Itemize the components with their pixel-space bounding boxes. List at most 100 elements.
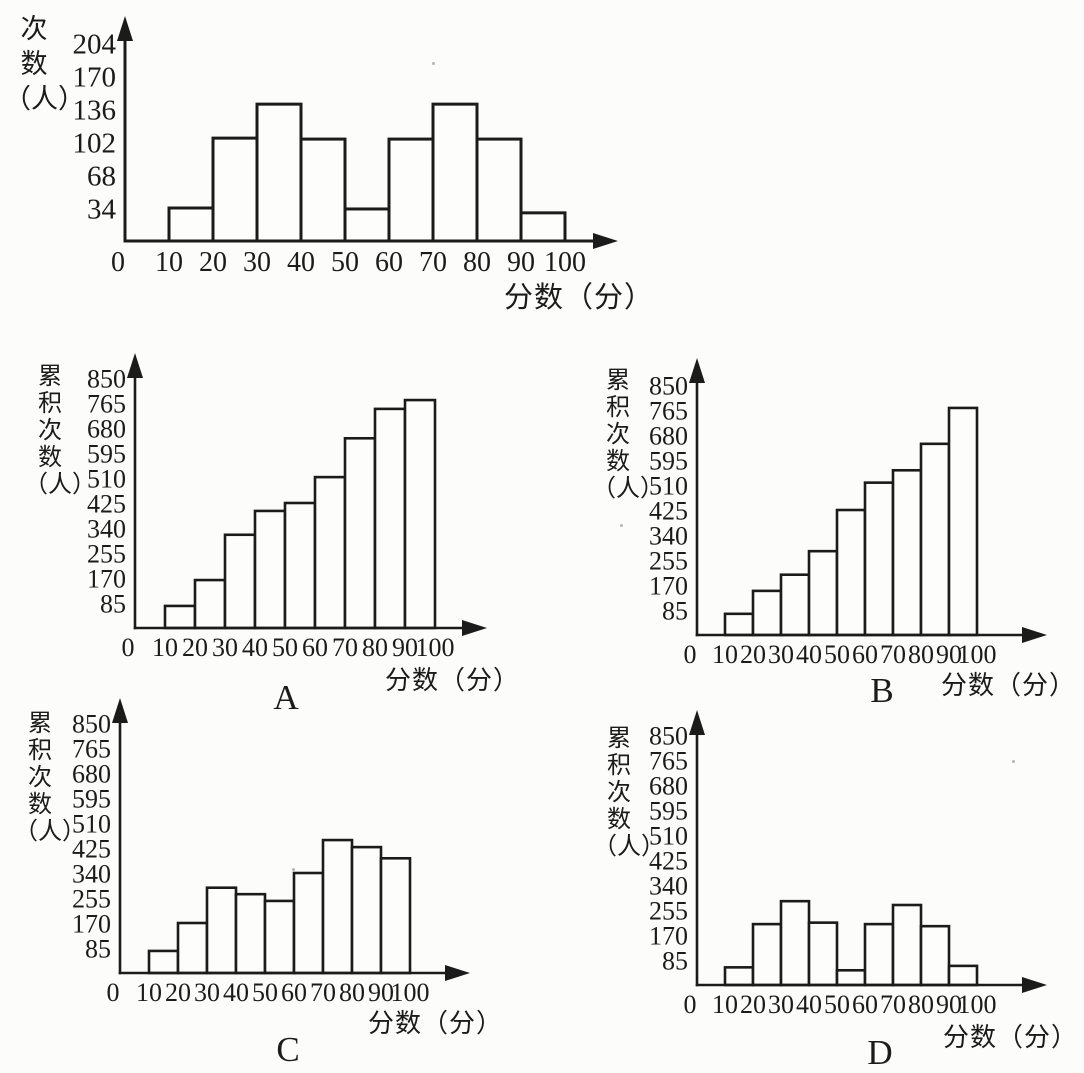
- y-tick-label: 850: [87, 364, 126, 393]
- bar: [343, 436, 377, 630]
- x-tick-label: 70: [419, 247, 447, 278]
- y-tick-label: 850: [72, 709, 111, 738]
- chart-caption: B: [870, 671, 894, 710]
- bar: [723, 966, 755, 987]
- y-tick-label: 136: [73, 94, 117, 126]
- bar: [163, 604, 197, 630]
- y-tick-label: 765: [72, 734, 111, 763]
- bar: [835, 968, 867, 987]
- chart-caption: A: [273, 678, 299, 717]
- x-tick-label: 80: [908, 990, 934, 1019]
- y-axis-arrow-icon: [112, 698, 128, 723]
- y-tick-label: 680: [72, 759, 111, 788]
- x-tick-label: 100: [958, 640, 997, 669]
- x-axis-title: 分数（分）: [368, 1009, 504, 1038]
- bar: [147, 949, 180, 975]
- y-axis-arrow-icon: [117, 16, 133, 41]
- x-axis-arrow-icon: [1022, 627, 1047, 643]
- y-tick-label: 340: [649, 521, 688, 550]
- bar: [403, 398, 437, 630]
- x-tick-label: 10: [712, 990, 738, 1019]
- y-tick-label: 255: [87, 539, 126, 568]
- y-axis-title-line: （人）: [14, 819, 86, 845]
- y-tick-label: 850: [649, 371, 688, 400]
- x-tick-label: 20: [740, 640, 766, 669]
- bar: [193, 578, 227, 630]
- x-tick-label: 0: [122, 633, 135, 662]
- x-tick-label: 100: [544, 247, 586, 278]
- x-tick-label: 10: [155, 247, 183, 278]
- bar: [211, 136, 259, 243]
- bar: [751, 922, 783, 987]
- x-tick-label: 10: [136, 978, 162, 1007]
- x-tick-label: 40: [242, 633, 268, 662]
- x-tick-label: 90: [368, 978, 394, 1007]
- x-axis-arrow-icon: [445, 965, 470, 981]
- y-tick-label: 850: [649, 721, 688, 750]
- x-tick-label: 10: [152, 633, 178, 662]
- x-tick-label: 100: [958, 990, 997, 1019]
- y-tick-label: 510: [72, 809, 111, 838]
- x-tick-label: 40: [796, 640, 822, 669]
- x-tick-label: 30: [768, 640, 794, 669]
- x-tick-label: 30: [194, 978, 220, 1007]
- x-tick-label: 10: [712, 640, 738, 669]
- y-tick-label: 765: [649, 396, 688, 425]
- x-tick-label: 60: [852, 990, 878, 1019]
- bar: [891, 468, 923, 637]
- bar: [255, 102, 303, 243]
- y-axis-title-line: （人）: [24, 472, 96, 498]
- bar: [292, 871, 325, 975]
- bar: [373, 407, 407, 630]
- y-axis-arrow-icon: [689, 710, 705, 735]
- y-tick-label: 170: [87, 564, 126, 593]
- y-tick-label: 425: [72, 834, 111, 863]
- bar: [299, 137, 347, 243]
- y-axis-arrow-icon: [689, 358, 705, 383]
- x-tick-label: 0: [684, 640, 697, 669]
- chart-caption: C: [276, 1030, 300, 1069]
- x-tick-label: 70: [880, 640, 906, 669]
- y-axis-title-line: 数: [20, 49, 48, 79]
- x-tick-label: 60: [852, 640, 878, 669]
- y-tick-label: 595: [649, 446, 688, 475]
- y-tick-label: 204: [73, 28, 117, 60]
- bar: [387, 137, 435, 243]
- x-tick-label: 90: [936, 990, 962, 1019]
- scan-speck: [292, 868, 295, 871]
- x-tick-label: 100: [391, 978, 430, 1007]
- x-axis-arrow-icon: [1022, 977, 1047, 993]
- y-tick-label: 680: [649, 771, 688, 800]
- y-axis-title: 累 积 次 数 （人）: [24, 364, 96, 499]
- x-tick-label: 90: [507, 247, 535, 278]
- y-tick-label: 85: [662, 946, 688, 975]
- scan-speck: [1012, 760, 1015, 763]
- bar: [205, 886, 238, 975]
- y-tick-label: 765: [649, 746, 688, 775]
- y-axis-title-line: 累: [607, 726, 631, 752]
- x-tick-label: 20: [165, 978, 191, 1007]
- x-axis-title: 分数（分）: [941, 671, 1077, 700]
- x-tick-label: 90: [936, 640, 962, 669]
- x-tick-label: 40: [796, 990, 822, 1019]
- y-axis-title-line: 积: [38, 391, 62, 417]
- x-tick-label: 60: [375, 247, 403, 278]
- bar: [919, 924, 951, 987]
- x-tick-label: 60: [281, 978, 307, 1007]
- y-tick-label: 765: [87, 389, 126, 418]
- x-axis-title: 分数（分）: [943, 1023, 1079, 1052]
- y-axis-title-line: 数: [607, 807, 631, 833]
- bar: [519, 211, 567, 243]
- y-tick-label: 170: [72, 909, 111, 938]
- y-tick-label: 340: [87, 514, 126, 543]
- x-tick-label: 70: [310, 978, 336, 1007]
- y-tick-label: 595: [649, 796, 688, 825]
- x-tick-label: 40: [287, 247, 315, 278]
- y-axis-title-line: 次: [606, 422, 630, 448]
- y-tick-label: 425: [649, 846, 688, 875]
- y-tick-label: 170: [649, 571, 688, 600]
- y-axis-title-line: 积: [607, 753, 631, 779]
- scan-speck: [620, 524, 623, 527]
